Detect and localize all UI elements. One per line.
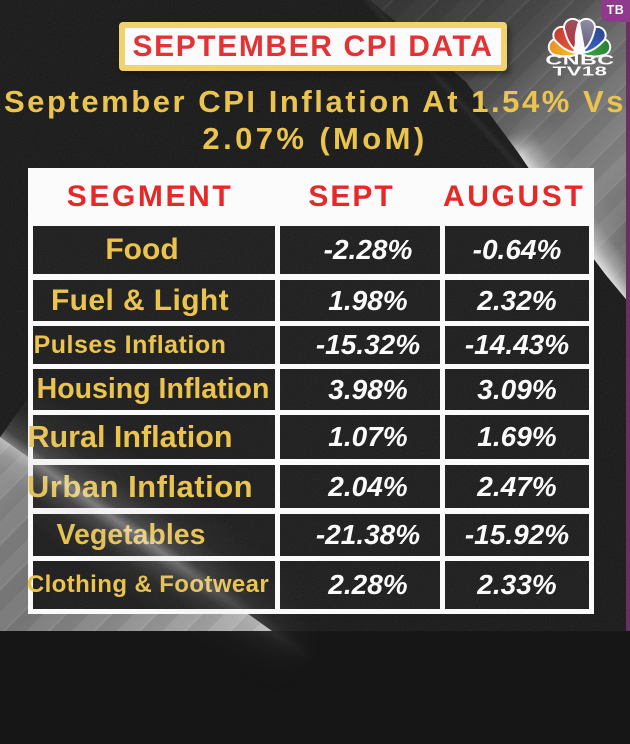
svg-text:TV18: TV18 [553,64,608,78]
